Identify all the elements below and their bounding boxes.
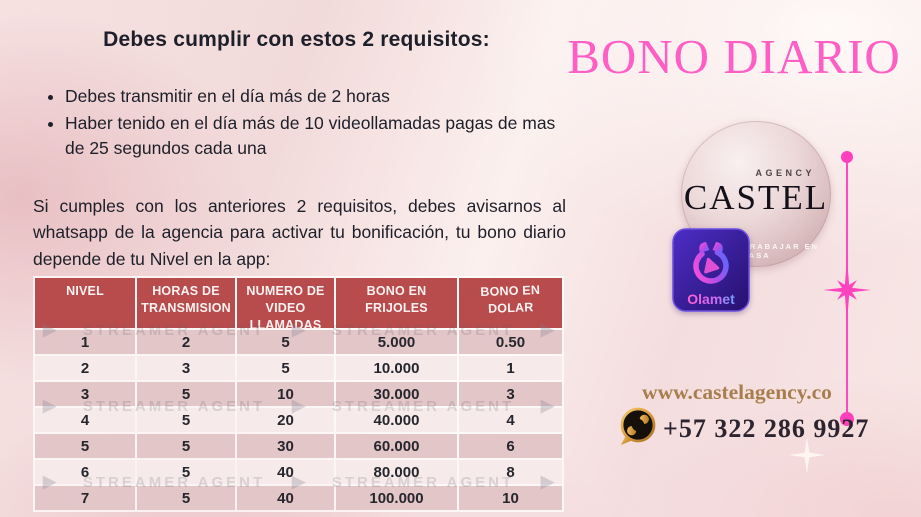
requirement-item: Haber tenido en el día más de 10 videoll…: [65, 111, 566, 161]
requirements-title: Debes cumplir con estos 2 requisitos:: [103, 28, 490, 51]
whatsapp-icon[interactable]: [616, 404, 660, 453]
banner-title: BONO DIARIO: [567, 29, 901, 84]
requirements-list: Debes transmitir en el día más de 2 hora…: [46, 84, 566, 163]
instructions-paragraph: Si cumples con los anteriores 2 requisit…: [33, 196, 566, 269]
sparkle-star-icon: [820, 257, 874, 328]
requirement-item: Debes transmitir en el día más de 2 hora…: [65, 84, 566, 109]
deco-dot-bottom: [840, 412, 854, 426]
column-header-dolar: BONO EN DOLAR: [459, 278, 562, 328]
table-row: 6 5 40 80.000 8: [35, 460, 562, 484]
column-header-horas: HORAS DE TRANSMISION: [137, 278, 235, 328]
column-header-frijoles: BONO EN FRIJOLES: [336, 278, 457, 328]
agency-label: AGENCY: [755, 168, 815, 178]
column-header-nivel: NIVEL: [35, 278, 135, 328]
white-sparkle-icon: [789, 437, 825, 478]
table-row: 1 2 5 5.000 0.50: [35, 330, 562, 354]
phone-number[interactable]: +57 322 286 9927: [663, 413, 870, 443]
olamet-wordmark: Olamet: [687, 291, 735, 307]
olamet-cat-camera-logo: [693, 242, 729, 284]
table-row: 3 5 10 30.000 3: [35, 382, 562, 406]
bonus-table: NIVEL HORAS DE TRANSMISION NUMERO DE VID…: [33, 276, 564, 512]
castel-agency-logo: AGENCY CASTEL AMAMOS TRABAJAR EN CASA: [681, 121, 831, 267]
table-row: 7 5 40 100.000 10: [35, 486, 562, 510]
website-link[interactable]: www.castelagency.co: [642, 380, 832, 404]
table-row: 2 3 5 10.000 1: [35, 356, 562, 380]
table-row: 5 5 30 60.000 6: [35, 434, 562, 458]
olamet-app-icon: Olamet: [672, 228, 750, 312]
column-header-videollamadas: NUMERO DE VIDEO LLAMADAS: [237, 278, 334, 332]
brand-tagline: AMAMOS TRABAJAR EN CASA: [693, 242, 819, 260]
whatsapp-contact[interactable]: +57 322 286 9927: [616, 404, 869, 453]
table-row: 4 5 20 40.000 4: [35, 408, 562, 432]
table-header-row: NIVEL HORAS DE TRANSMISION NUMERO DE VID…: [35, 278, 562, 332]
deco-dot-top: [841, 151, 853, 163]
brand-name: CASTEL: [683, 178, 829, 217]
